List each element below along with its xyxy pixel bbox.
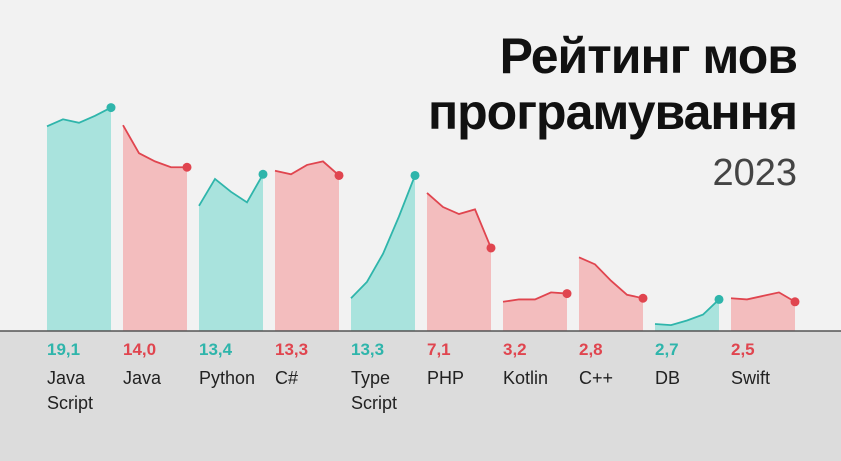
category-label: Kotlin: [503, 368, 549, 388]
category-label: C#: [275, 368, 299, 388]
area: [275, 161, 339, 331]
line: [502, 291, 568, 303]
end-dot: [562, 289, 572, 299]
value-label: 2,5: [731, 340, 755, 359]
area: [199, 174, 263, 331]
line: [730, 291, 796, 303]
end-dot: [714, 294, 724, 304]
chart-subtitle: 2023: [712, 152, 797, 194]
end-dot: [258, 169, 268, 179]
category-label: Type Script: [351, 368, 398, 413]
category-label: PHP: [427, 368, 465, 388]
label-band: [0, 331, 841, 461]
end-dot: [790, 297, 800, 307]
value-label: 13,3: [275, 340, 309, 359]
area: [427, 192, 491, 331]
line: [122, 124, 187, 169]
chart-title: Рейтинг мов програмування: [427, 28, 798, 140]
area: [503, 292, 567, 331]
end-dot: [486, 243, 496, 253]
area: [351, 175, 415, 331]
value-label: 2,7: [655, 340, 679, 359]
category-label: DB: [655, 368, 681, 388]
line: [578, 256, 644, 300]
value-label: 7,1: [427, 340, 451, 359]
category-label: Java Script: [47, 368, 94, 413]
end-dot: [410, 170, 420, 180]
value-label: 3,2: [503, 340, 527, 359]
value-label: 13,4: [199, 340, 233, 359]
category-label: C++: [579, 368, 614, 388]
line: [274, 160, 340, 177]
value-label: 13,3: [351, 340, 385, 359]
end-dot: [334, 170, 344, 180]
end-dot: [106, 103, 116, 113]
area: [47, 107, 111, 331]
value-label: 2,8: [579, 340, 603, 359]
line: [426, 192, 492, 249]
line: [198, 173, 264, 207]
area: [731, 292, 795, 331]
line: [654, 298, 720, 327]
area: [579, 257, 643, 331]
line: [46, 106, 112, 128]
category-label: Python: [199, 368, 256, 388]
area: [655, 299, 719, 331]
end-dot: [182, 162, 192, 172]
value-label: 14,0: [123, 340, 157, 359]
line: [350, 175, 416, 299]
category-label: Java: [123, 368, 162, 388]
end-dot: [638, 293, 648, 303]
value-label: 19,1: [47, 340, 81, 359]
area: [123, 125, 187, 331]
category-label: Swift: [731, 368, 771, 388]
